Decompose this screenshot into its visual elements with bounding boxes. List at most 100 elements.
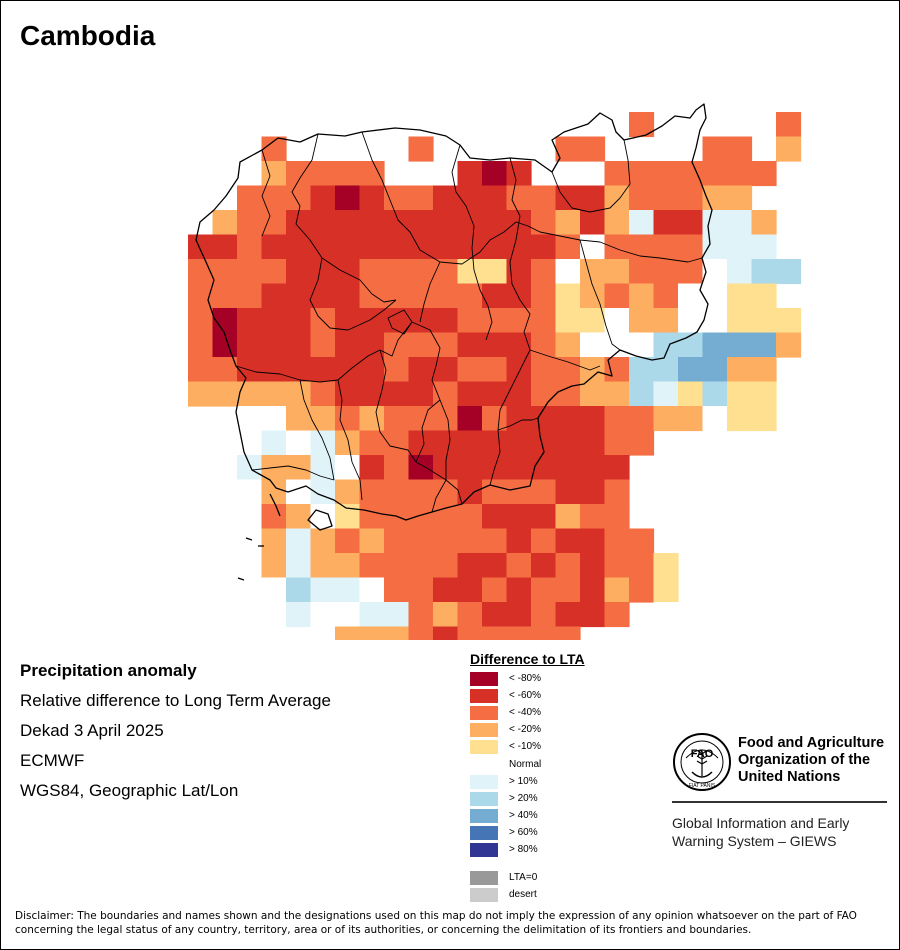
grid-cell	[555, 602, 581, 628]
grid-cell	[629, 234, 655, 260]
grid-cell	[286, 553, 312, 579]
grid-cell	[359, 185, 385, 211]
grid-cell	[359, 528, 385, 554]
grid-cell	[359, 357, 385, 383]
grid-cell	[506, 406, 532, 432]
grid-cell	[384, 602, 410, 628]
grid-cell	[629, 406, 655, 432]
grid-cell	[751, 381, 777, 407]
grid-cell	[702, 357, 728, 383]
grid-cell	[261, 357, 287, 383]
grid-cell	[408, 626, 434, 640]
grid-cell	[188, 308, 214, 334]
grid-cell	[678, 161, 704, 187]
grid-cell	[261, 381, 287, 407]
grid-cell	[359, 504, 385, 530]
organization-name-line: Food and Agriculture	[738, 735, 885, 751]
grid-cell	[457, 234, 483, 260]
grid-cell	[408, 357, 434, 383]
grid-cell	[678, 234, 704, 260]
grid-cell	[261, 259, 287, 285]
grid-cell	[384, 283, 410, 309]
legend-label: < -40%	[509, 707, 541, 718]
grid-cell	[727, 357, 753, 383]
grid-cell	[580, 602, 606, 628]
grid-cell	[629, 528, 655, 554]
grid-cell	[408, 283, 434, 309]
grid-cell	[629, 577, 655, 603]
grid-cell	[310, 381, 336, 407]
grid-cell	[555, 185, 581, 211]
grid-cell	[580, 357, 606, 383]
grid-cell	[384, 577, 410, 603]
grid-cell	[482, 210, 508, 236]
grid-cell	[457, 308, 483, 334]
grid-cell	[555, 430, 581, 456]
grid-cell	[727, 161, 753, 187]
grid-cell	[310, 185, 336, 211]
grid-cell	[310, 283, 336, 309]
legend-title: Difference to LTA	[470, 651, 585, 667]
grid-cell	[408, 479, 434, 505]
grid-cell	[335, 602, 361, 628]
grid-cell	[457, 626, 483, 640]
grid-cell	[506, 381, 532, 407]
grid-cell	[286, 406, 312, 432]
grid-cell	[727, 308, 753, 334]
grid-cell	[286, 430, 312, 456]
organization-name: Food and Agriculture Organization of the…	[738, 735, 884, 786]
grid-cell	[580, 210, 606, 236]
grid-cell	[482, 283, 508, 309]
grid-cell	[286, 161, 312, 187]
grid-cell	[580, 259, 606, 285]
grid-cell	[776, 308, 802, 334]
grid-cell	[653, 259, 679, 285]
grid-cell	[531, 357, 557, 383]
variable-description: Relative difference to Long Term Average	[20, 691, 331, 710]
grid-cell	[433, 479, 459, 505]
grid-cell	[335, 455, 361, 481]
grid-cell	[531, 577, 557, 603]
grid-cell	[482, 406, 508, 432]
grid-cell	[457, 602, 483, 628]
grid-cell	[310, 577, 336, 603]
grid-cell	[384, 185, 410, 211]
grid-cell	[359, 332, 385, 358]
grid-cell	[604, 455, 630, 481]
program-name-line: Warning System – GIEWS	[672, 833, 837, 849]
grid-cell	[580, 528, 606, 554]
grid-cell	[580, 332, 606, 358]
grid-cell	[702, 259, 728, 285]
grid-cell	[286, 479, 312, 505]
time-period: Dekad 3 April 2025	[20, 721, 164, 740]
grid-cell	[604, 430, 630, 456]
grid-cell	[457, 210, 483, 236]
grid-cell	[457, 553, 483, 579]
grid-cell	[433, 528, 459, 554]
grid-cell	[555, 553, 581, 579]
grid-cell	[555, 332, 581, 358]
legend-label: > 80%	[509, 844, 538, 855]
map-title: Cambodia	[20, 20, 156, 51]
grid-cell	[408, 577, 434, 603]
grid-cell	[286, 577, 312, 603]
projection: WGS84, Geographic Lat/Lon	[20, 781, 239, 800]
legend-label: > 40%	[509, 810, 538, 821]
grid-cell	[237, 479, 263, 505]
grid-cell	[359, 210, 385, 236]
grid-cell	[237, 234, 263, 260]
grid-cell	[580, 406, 606, 432]
grid-cell	[727, 185, 753, 211]
grid-cell	[408, 185, 434, 211]
grid-cell	[751, 332, 777, 358]
grid-cell	[408, 381, 434, 407]
grid-cell	[604, 308, 630, 334]
grid-cell	[653, 357, 679, 383]
grid-cell	[310, 210, 336, 236]
grid-cell	[261, 210, 287, 236]
grid-cell	[310, 553, 336, 579]
fao-logo-motto: FIAT PANIS	[689, 783, 716, 789]
legend-swatch	[470, 775, 498, 789]
legend-label: < -80%	[509, 673, 541, 684]
grid-cell	[237, 210, 263, 236]
